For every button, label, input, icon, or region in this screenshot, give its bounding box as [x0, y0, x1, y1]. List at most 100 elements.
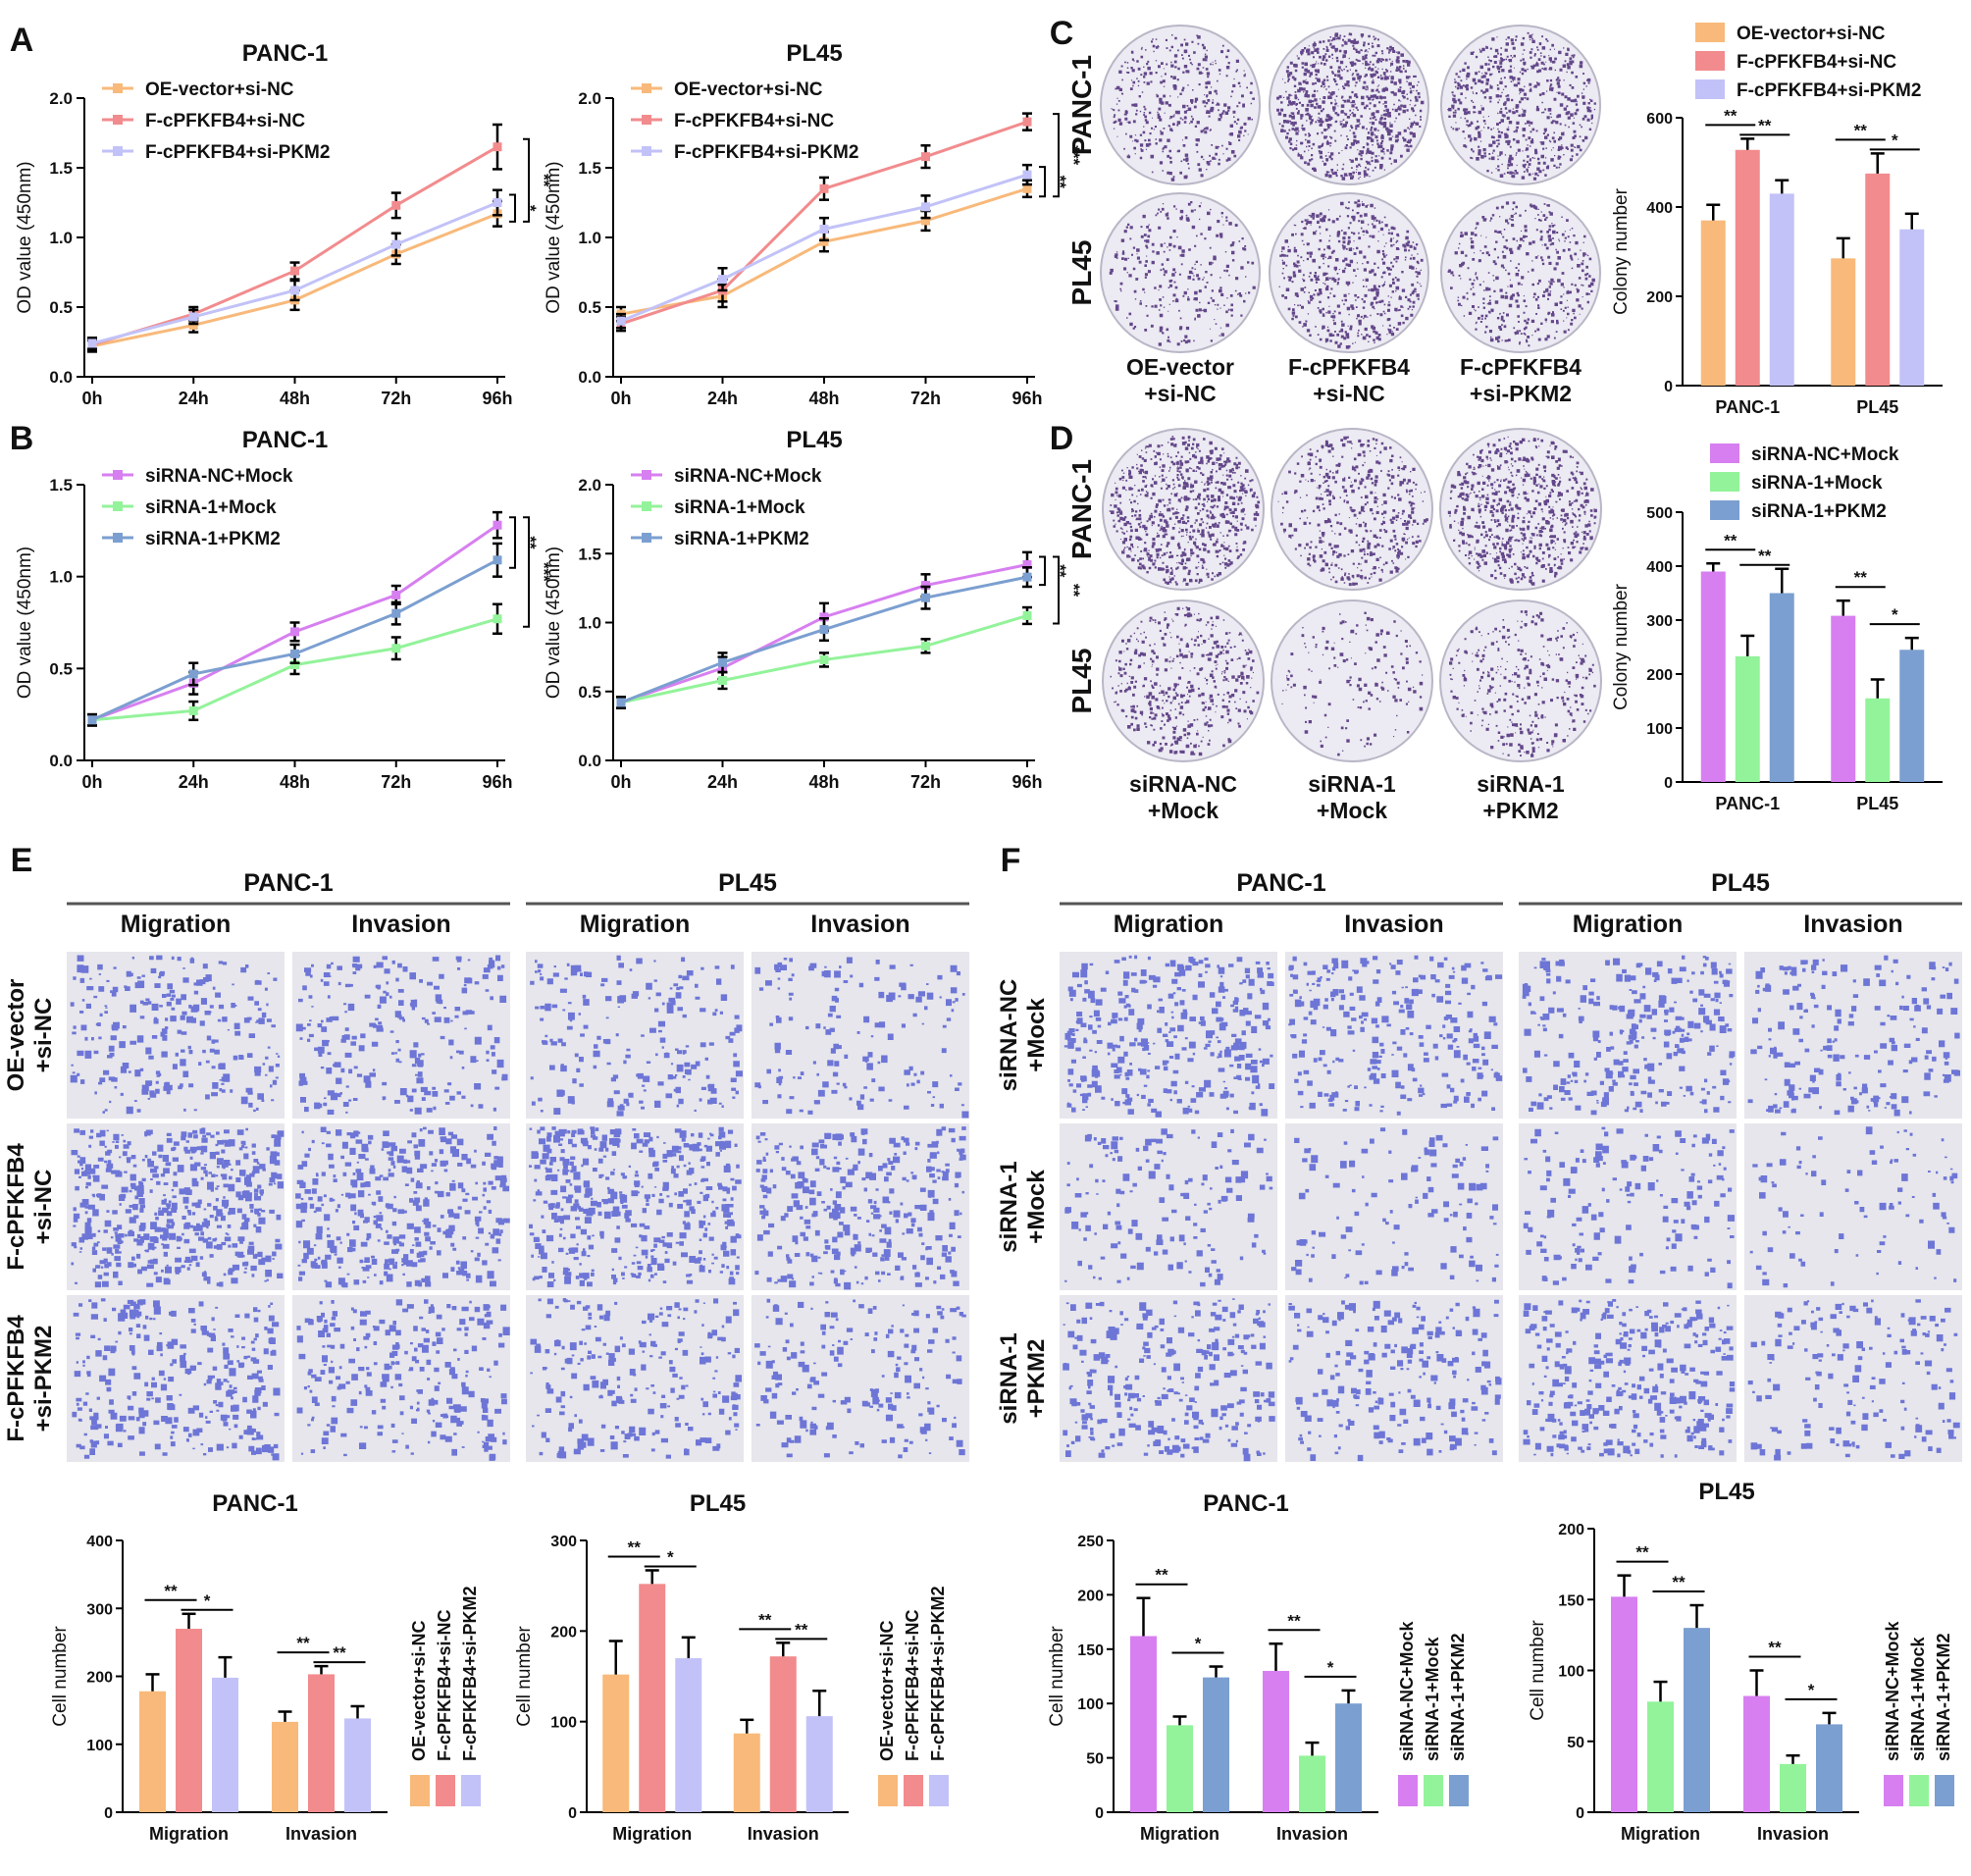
legend-label: siRNA-1+PKM2: [1448, 1633, 1468, 1761]
significance-mark: **: [628, 1537, 642, 1556]
significance-mark: **: [1051, 564, 1069, 578]
panel-label: E: [11, 842, 33, 879]
data-point: [819, 612, 829, 622]
legend-label: siRNA-1+Mock: [145, 497, 277, 518]
row-label: +Mock: [1023, 1170, 1050, 1244]
micrograph: [752, 952, 969, 1119]
chart-title: PANC-1: [1203, 1490, 1289, 1517]
data-point: [616, 316, 626, 326]
micrograph-background: [1744, 1123, 1962, 1290]
micrograph: [1285, 1295, 1503, 1462]
cell-dots: [1747, 1299, 1960, 1461]
y-tick-label: 200: [1558, 1522, 1584, 1538]
data-point: [819, 625, 829, 635]
y-tick-label: 0.5: [49, 659, 73, 678]
bar: [344, 1718, 371, 1812]
panel-label: F: [1001, 842, 1021, 879]
row-label: PANC-1: [1066, 459, 1097, 559]
colony-plate: [1100, 192, 1261, 353]
column-label: siRNA-NC: [1129, 771, 1237, 797]
legend-swatch: [1424, 1775, 1443, 1806]
cell-dots: [754, 1126, 966, 1290]
assay-header: Invasion: [810, 911, 909, 938]
legend-swatch: [410, 1775, 430, 1806]
y-axis-label: Colony number: [1611, 583, 1632, 710]
y-tick-label: 0.5: [578, 298, 601, 317]
micrograph-background: [752, 1295, 969, 1462]
column-label: +si-PKM2: [1470, 381, 1572, 406]
x-tick-label: 24h: [179, 772, 209, 792]
cell-dots: [1291, 1127, 1499, 1285]
legend-marker: [642, 83, 651, 93]
x-tick-label: 48h: [808, 772, 839, 792]
data-point: [493, 198, 502, 207]
cell-dots: [529, 1126, 742, 1287]
data-point: [391, 590, 401, 599]
bar: [1865, 173, 1891, 386]
significance-mark: *: [1892, 605, 1898, 624]
data-point: [391, 608, 401, 618]
data-point: [493, 520, 502, 530]
data-point: [1022, 610, 1032, 620]
legend-swatch: [904, 1775, 923, 1806]
chart-title: PL45: [786, 40, 842, 67]
data-point: [1022, 183, 1032, 193]
significance-bracket: [1039, 166, 1046, 198]
micrograph-background: [1060, 1123, 1277, 1290]
data-point: [921, 593, 930, 602]
legend-label: siRNA-1+Mock: [674, 497, 805, 518]
micrograph-background: [752, 952, 969, 1119]
colony-plate: [1440, 25, 1601, 185]
data-point: [819, 236, 829, 246]
bar: [1611, 1596, 1637, 1812]
bar: [1831, 615, 1856, 782]
x-tick-label: 0h: [81, 772, 102, 792]
micrograph: [292, 952, 510, 1119]
significance-bracket: [509, 516, 516, 569]
legend-label: F-cPFKFB4+si-NC: [1737, 52, 1896, 73]
significance-mark: **: [1758, 116, 1772, 134]
cell-dots: [754, 1298, 966, 1459]
group-header: PANC-1: [1236, 869, 1325, 897]
legend-label: F-cPFKFB4+si-NC: [435, 1609, 454, 1761]
row-label: F-cPFKFB4: [3, 1315, 29, 1442]
x-tick-label: 72h: [910, 389, 941, 408]
row-label: +PKM2: [1023, 1339, 1050, 1419]
bar: [1735, 655, 1760, 782]
assay-header: Migration: [1114, 911, 1224, 938]
significance-mark: ***: [535, 562, 553, 582]
chart-title: PANC-1: [212, 1490, 298, 1517]
y-tick-label: 300: [550, 1534, 577, 1550]
row-label: +si-NC: [30, 1170, 57, 1245]
micrograph: [1519, 952, 1737, 1119]
significance-bracket: [1039, 555, 1046, 587]
y-tick-label: 2.0: [578, 89, 601, 108]
row-label: F-cPFKFB4: [3, 1143, 29, 1271]
data-point: [290, 649, 299, 658]
colony-dots: [1447, 31, 1596, 181]
data-point: [921, 581, 930, 591]
legend-swatch: [1695, 23, 1725, 42]
y-tick-label: 0.0: [578, 752, 601, 770]
row-label: PANC-1: [1066, 55, 1097, 155]
legend-label: F-cPFKFB4+si-PKM2: [1737, 80, 1921, 101]
micrograph: [1285, 1123, 1503, 1290]
panel-label: D: [1050, 420, 1074, 457]
bar: [602, 1674, 630, 1812]
legend-marker: [642, 501, 651, 511]
data-point: [188, 669, 198, 679]
y-tick-label: 0.0: [49, 752, 73, 770]
y-tick-label: 1.5: [578, 545, 601, 563]
legend-label: F-cPFKFB4+si-PKM2: [674, 142, 858, 163]
legend-marker: [642, 115, 651, 125]
plate-dish: [1102, 428, 1265, 591]
series-line: [91, 145, 498, 346]
legend-label: OE-vector+si-NC: [409, 1620, 429, 1761]
micrograph: [1744, 1123, 1962, 1290]
significance-bracket: [523, 137, 530, 223]
y-tick-label: 100: [1558, 1664, 1584, 1681]
row-label: +si-PKM2: [30, 1326, 57, 1433]
cell-dots: [296, 1299, 510, 1461]
column-label: F-cPFKFB4: [1460, 354, 1582, 380]
assay-header: Migration: [121, 911, 232, 938]
